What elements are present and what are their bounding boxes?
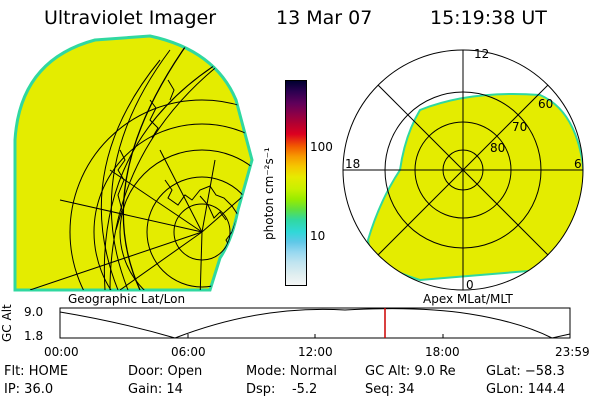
mlt-label-18: 18	[345, 157, 361, 171]
mlt-label-6: 6	[574, 157, 582, 171]
status-ip: IP: 36.0	[4, 382, 54, 397]
timeline-xtick-0600: 06:00	[171, 345, 206, 359]
status-flight: Flt: HOME	[4, 364, 69, 379]
mlat-label-70: 70	[512, 120, 528, 134]
date-label: 13 Mar 07	[276, 7, 373, 29]
mlat-label-60: 60	[538, 97, 554, 111]
colorbar-tick-100: 100	[310, 140, 333, 154]
status-door: Door: Open	[128, 364, 203, 379]
status-gc-alt: GC Alt: 9.0 Re	[365, 364, 456, 379]
right-map-caption: Apex MLat/MLT	[423, 292, 513, 306]
timeline-xtick-1200: 12:00	[298, 345, 333, 359]
timeline-xtick-1800: 18:00	[425, 345, 460, 359]
status-seq: Seq: 34	[365, 382, 415, 397]
colorbar-tick-10: 10	[310, 229, 326, 243]
timeline-xtick-0000: 00:00	[44, 345, 79, 359]
mlt-label-12: 12	[474, 47, 490, 61]
colorbar	[285, 80, 307, 286]
left-map-caption: Geographic Lat/Lon	[68, 292, 186, 306]
status-gain: Gain: 14	[128, 382, 183, 397]
mlt-label-0: 0	[466, 278, 474, 292]
status-mode: Mode: Normal	[246, 364, 337, 379]
time-label: 15:19:38 UT	[430, 7, 547, 29]
status-dsp: Dsp: -5.2	[246, 382, 318, 397]
mlat-label-80: 80	[490, 141, 506, 155]
timeline-ytick-bottom: 1.8	[24, 329, 44, 343]
instrument-title: Ultraviolet Imager	[44, 7, 217, 29]
timeline-xtick-2359: 23:59	[555, 345, 590, 359]
status-glat: GLat: −58.3	[486, 364, 565, 379]
status-glon: GLon: 144.4	[486, 382, 566, 397]
auroral-emission-region	[13, 34, 254, 292]
timeline-ytick-top: 9.0	[24, 305, 44, 319]
